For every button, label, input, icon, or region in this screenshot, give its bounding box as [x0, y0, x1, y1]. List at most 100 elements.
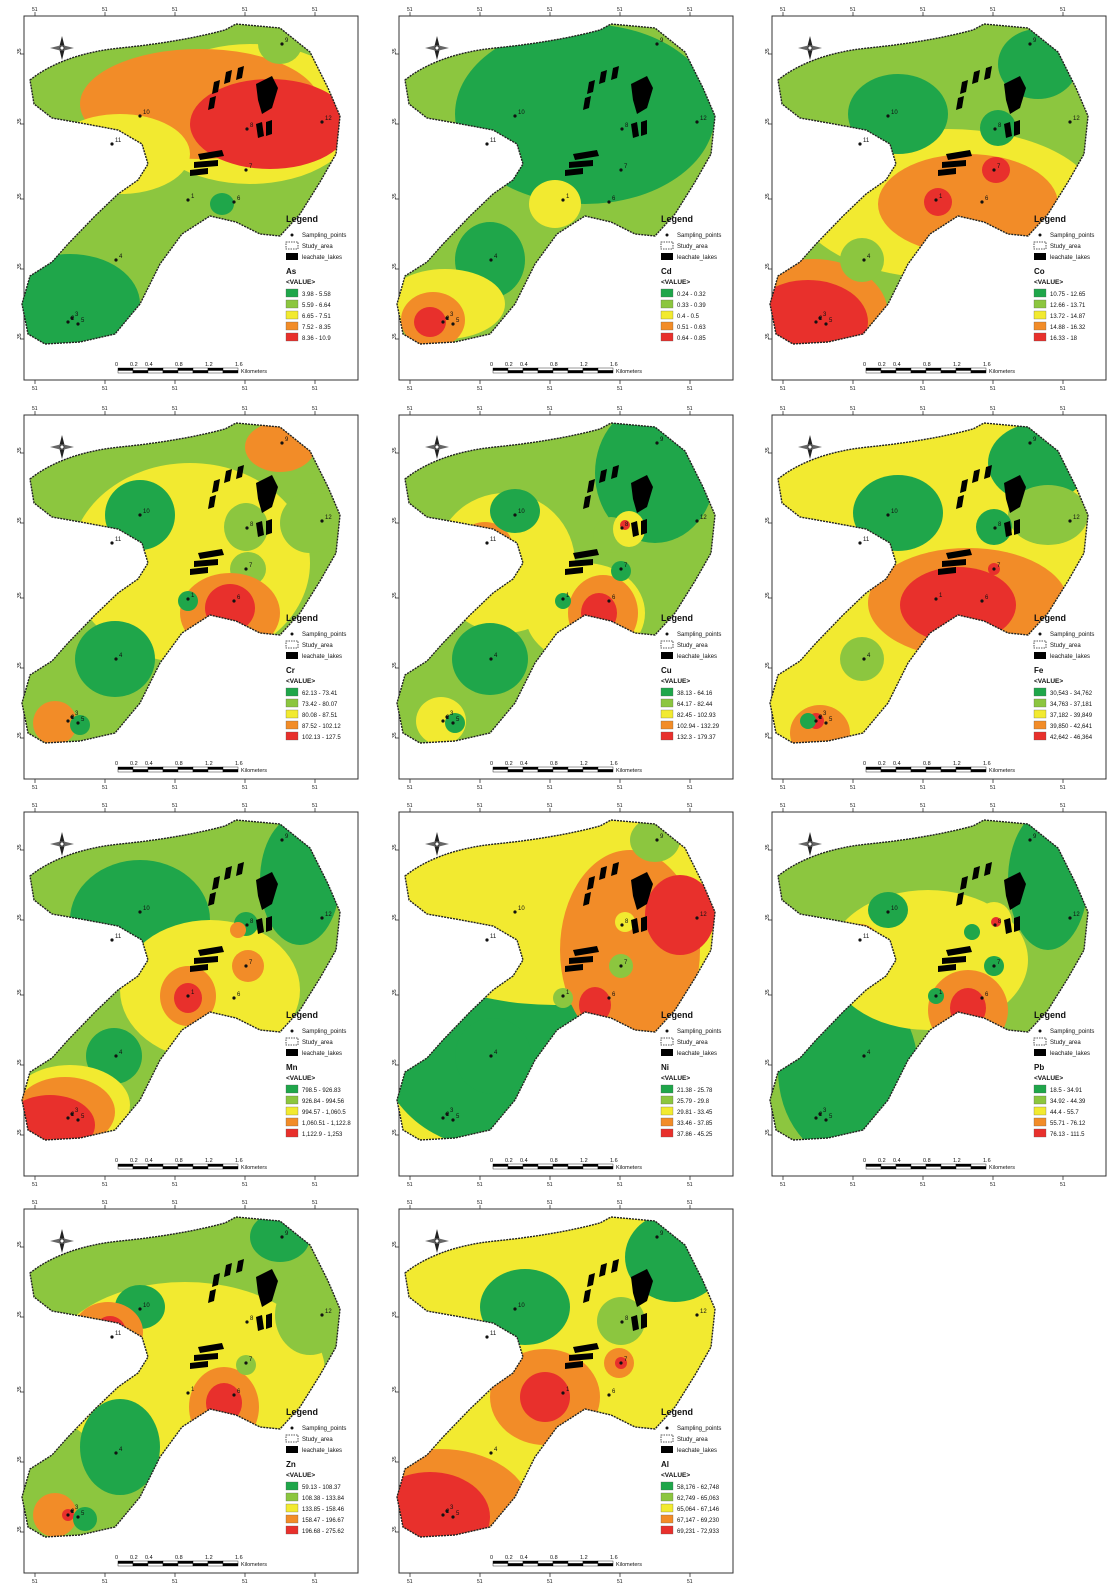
side-tick-label: 35: [17, 118, 23, 124]
map-svg: 51 51 51 51 51 51 51 51 51 51 35 35 35 35 35 12 3 4 5 6 7 8 9 1…: [765, 406, 1107, 791]
scale-bar-segment: [147, 367, 164, 371]
legend-class-swatch: [660, 1514, 674, 1524]
leachate-lake: [972, 469, 980, 483]
class-zone: [982, 157, 1010, 183]
sampling-point: [934, 994, 938, 998]
scale-bar-segment: [192, 766, 209, 770]
scale-bar-segment: [567, 1163, 584, 1167]
side-tick-label: 35: [17, 1311, 23, 1317]
scale-tick-label: 1.2: [205, 1158, 213, 1164]
legend-class-swatch: [285, 720, 299, 730]
top-tick-label: 51: [617, 803, 623, 809]
top-tick-label: 51: [850, 7, 856, 13]
side-tick-label: 35: [392, 1241, 398, 1247]
class-zone: [553, 988, 573, 1008]
sampling-point-label: 4: [494, 1050, 498, 1056]
scale-bar-segment: [537, 370, 554, 374]
scale-bar-segment: [970, 766, 987, 770]
bottom-tick-label: 51: [687, 386, 693, 392]
leachate-lake: [256, 76, 278, 114]
leachate-lake: [266, 916, 272, 932]
legend-value-header: <VALUE>: [661, 1075, 690, 1082]
side-tick-label: 35: [17, 732, 23, 738]
legend-class-label: 102.13 - 127.5: [302, 735, 341, 741]
legend-class-label: 21.38 - 25.78: [677, 1088, 713, 1094]
leachate-lake: [208, 96, 216, 110]
sampling-point-label: 11: [490, 537, 497, 543]
legend-class-swatch: [285, 299, 299, 309]
sampling-point: [70, 316, 74, 320]
scale-bar-segment: [597, 1166, 614, 1170]
scale-unit-label: Kilometers: [616, 768, 642, 774]
scale-bar-segment: [552, 1163, 569, 1167]
sampling-point: [619, 567, 623, 571]
legend-class-label: 0.4 - 0.5: [677, 314, 700, 320]
scale-bar-segment: [117, 766, 134, 770]
legend-sampling-symbol: [665, 632, 669, 636]
scale-bar-segment: [940, 769, 957, 773]
top-tick-label: 51: [242, 406, 248, 412]
sampling-point-label: 8: [250, 1316, 254, 1322]
legend-class-swatch: [1033, 299, 1047, 309]
top-tick-label: 51: [407, 803, 413, 809]
scale-bar-segment: [147, 1163, 164, 1167]
sampling-point: [138, 114, 142, 118]
legend-element-name: Cu: [661, 666, 672, 675]
bottom-tick-label: 51: [242, 386, 248, 392]
map-svg: 51 51 51 51 51 51 51 51 51 51 35 35 35 35 35 12 3 4 5 6 7 8 9 1…: [392, 1200, 734, 1585]
bottom-tick-label: 51: [312, 1579, 318, 1585]
sampling-point: [445, 1509, 449, 1513]
scale-bar-segment: [537, 1560, 554, 1564]
legend-class-swatch: [660, 731, 674, 741]
scale-bar-segment: [132, 367, 149, 371]
sampling-point: [862, 657, 866, 661]
bottom-tick-label: 51: [407, 1579, 413, 1585]
bottom-tick-label: 51: [32, 1579, 38, 1585]
class-zone: [613, 511, 645, 547]
top-tick-label: 51: [687, 406, 693, 412]
scale-tick-label: 0.4: [520, 1555, 528, 1561]
leachate-lake: [631, 1269, 653, 1307]
north-arrow-icon: [425, 36, 449, 60]
scale-tick-label: 0.2: [130, 1158, 138, 1164]
sampling-point: [441, 1116, 445, 1120]
scale-bar-segment: [492, 769, 509, 773]
legend-leachate-symbol: [1034, 1049, 1046, 1056]
sampling-point-label: 6: [237, 1389, 241, 1395]
scale-bar-segment: [147, 769, 164, 773]
side-tick-label: 35: [392, 662, 398, 668]
scale-bar-segment: [192, 370, 209, 374]
sampling-point: [695, 916, 699, 920]
leachate-lake: [641, 1313, 647, 1329]
sampling-point-label: 1: [939, 990, 943, 996]
scale-tick-label: 0.4: [893, 761, 901, 767]
scale-tick-label: 1.6: [983, 1158, 991, 1164]
sampling-point: [1028, 441, 1032, 445]
map-svg: 51 51 51 51 51 51 51 51 51 51 35 35 35 35 35 12 3 4 5 6 7 8 9 1…: [765, 7, 1107, 392]
leachate-lake: [224, 70, 232, 84]
bottom-tick-label: 51: [312, 386, 318, 392]
legend-element-name: Mn: [286, 1063, 298, 1072]
sampling-point-label: 1: [566, 1387, 570, 1393]
leachate-lake: [256, 918, 264, 934]
sampling-point: [244, 1361, 248, 1365]
legend-class-swatch: [1033, 332, 1047, 342]
legend-element-name: Ni: [661, 1063, 669, 1072]
side-tick-label: 35: [392, 48, 398, 54]
legend-class-swatch: [285, 288, 299, 298]
sampling-point-label: 9: [1033, 834, 1037, 840]
sampling-point: [886, 114, 890, 118]
bottom-tick-label: 51: [477, 785, 483, 791]
scale-bar-segment: [117, 370, 134, 374]
sampling-point: [245, 923, 249, 927]
side-tick-label: 35: [765, 844, 771, 850]
scale-bar-segment: [880, 1163, 897, 1167]
sampling-point-label: 11: [115, 537, 122, 543]
bottom-tick-label: 51: [102, 1579, 108, 1585]
legend-sampling-symbol: [290, 632, 294, 636]
class-zone: [414, 307, 446, 337]
scale-bar-segment: [582, 1560, 599, 1564]
sampling-point-label: 12: [1073, 912, 1080, 918]
scale-bar-segment: [940, 370, 957, 374]
class-zone: [445, 713, 465, 733]
